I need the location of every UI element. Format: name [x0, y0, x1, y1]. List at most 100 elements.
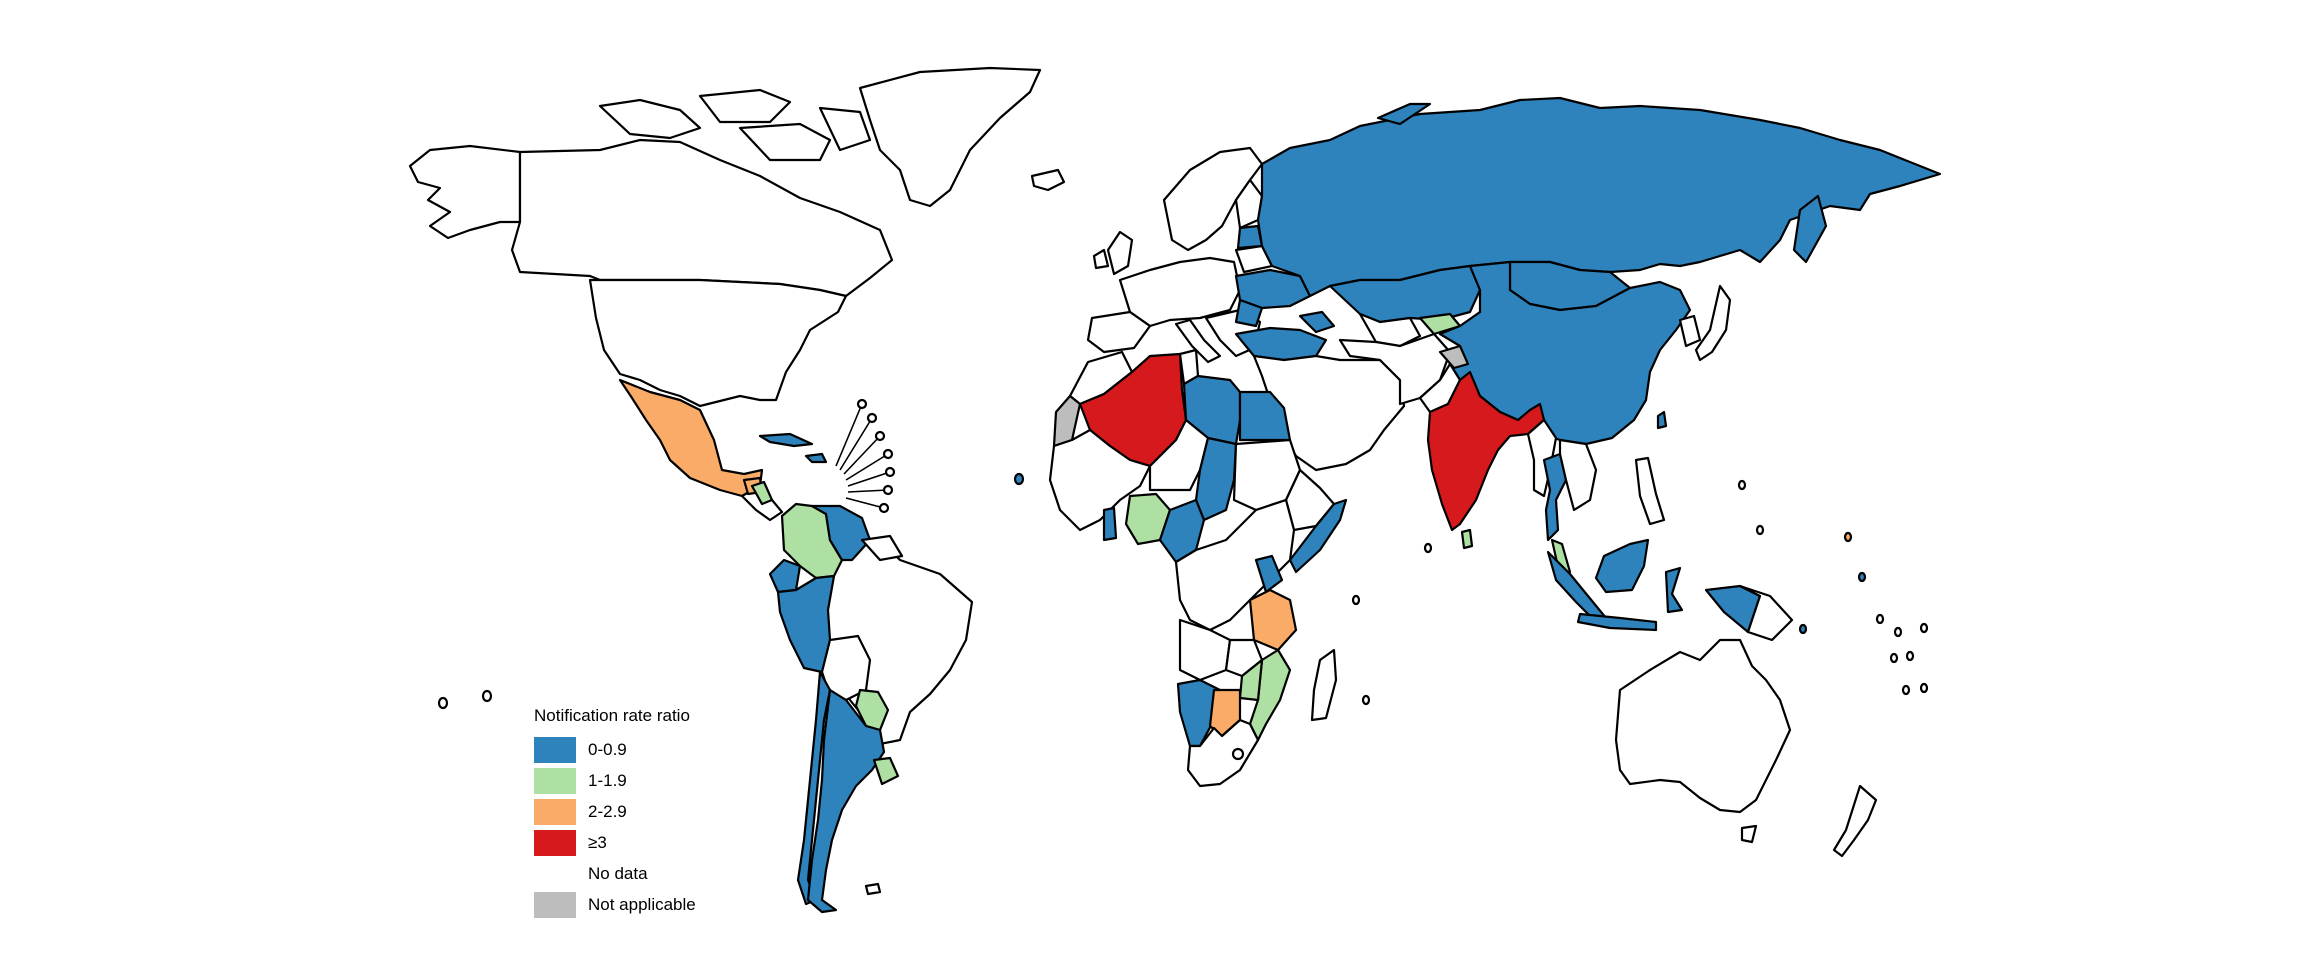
legend-item: No data [534, 858, 696, 889]
region-png [1738, 584, 1794, 642]
asia [1252, 96, 1942, 642]
legend-item: 2-2.9 [534, 796, 696, 827]
region-kenya [1254, 554, 1284, 594]
legend-item: ≥3 [534, 827, 696, 858]
region-kashmir [1438, 344, 1470, 370]
region-italy [1174, 318, 1222, 364]
region-japan [1694, 284, 1732, 362]
region-pacific-isle [1737, 479, 1747, 491]
region-australia [1614, 638, 1792, 814]
region-pacific-isle [1798, 623, 1808, 635]
legend-label: No data [588, 863, 648, 883]
region-myanmar [1526, 418, 1558, 498]
region-pacific-isle [1889, 652, 1899, 664]
region-western-sahara [1052, 394, 1082, 448]
north-america [408, 66, 1066, 522]
legend-swatch [534, 798, 576, 825]
region-ireland [1092, 248, 1110, 270]
region-somalia [1288, 498, 1348, 574]
region-pacific-isle [1755, 524, 1765, 536]
region-panama [750, 480, 774, 506]
legend-swatch [534, 767, 576, 794]
caribbean-callouts [835, 398, 896, 514]
legend-swatch [534, 860, 576, 887]
region-turkey [1234, 326, 1328, 362]
legend-label: ≥3 [588, 832, 607, 852]
region-falklands [864, 882, 882, 896]
region-madagascar [1310, 648, 1338, 722]
region-pacific-isle [1893, 626, 1903, 638]
region-bolivia [820, 634, 872, 702]
region-ecuador [768, 558, 802, 594]
legend-item: 1-1.9 [534, 765, 696, 796]
region-java [1576, 612, 1658, 632]
region-pacific-isle [1423, 542, 1433, 554]
legend-item: 0-0.9 [534, 734, 696, 765]
region-lesotho [1231, 747, 1245, 761]
region-iceland [1030, 168, 1066, 192]
region-seychelles [1351, 594, 1361, 606]
map-legend: Notification rate ratio 0-0.9 1-1.9 2-2.9 ≥… [534, 706, 696, 920]
region-usa [588, 278, 848, 408]
region-sri-lanka [1460, 528, 1474, 550]
region-greenland [858, 66, 1042, 208]
legend-label: 0-0.9 [588, 739, 627, 759]
legend-title: Notification rate ratio [534, 706, 690, 725]
region-kamchatka [1792, 194, 1828, 264]
legend-item: Not applicable [534, 889, 696, 920]
region-cuba [758, 432, 814, 448]
region-namibia [1176, 678, 1222, 748]
region-iberia [1086, 310, 1152, 354]
region-central-africa [1174, 498, 1296, 632]
region-liberia [1102, 506, 1118, 542]
legend-swatch [534, 829, 576, 856]
legend-swatch [534, 891, 576, 918]
legend-label: 2-2.9 [588, 801, 627, 821]
region-novaya-zemlya [1376, 102, 1432, 126]
region-canada [510, 138, 894, 298]
region-pacific-isle [1919, 622, 1929, 634]
region-new-zealand [1832, 784, 1878, 858]
region-pacific-isle [1843, 531, 1853, 543]
region-pacific-isle [1875, 613, 1885, 625]
region-uruguay [872, 756, 900, 786]
legend-swatch [534, 736, 576, 763]
europe [1086, 146, 1336, 364]
region-south-africa [1186, 718, 1260, 788]
region-argentina [806, 688, 886, 914]
region-cape-verde [1013, 472, 1025, 486]
oceania [1423, 479, 1929, 858]
legend-label: Not applicable [588, 894, 696, 914]
region-guianas [860, 534, 904, 562]
region-pacific-isle [1919, 682, 1929, 694]
region-alaska [408, 144, 522, 240]
region-uk [1106, 230, 1134, 276]
region-west-africa [1048, 428, 1152, 532]
region-pacific-isle [481, 689, 493, 703]
region-taiwan [1656, 410, 1668, 430]
region-romania-moldova [1234, 298, 1264, 328]
region-russia [1256, 96, 1942, 298]
region-pacific-isle [1857, 571, 1867, 583]
region-mauritius [1361, 694, 1371, 706]
region-korea [1678, 314, 1702, 348]
region-philippines [1634, 456, 1666, 526]
region-hispaniola [804, 452, 828, 464]
region-tasmania [1740, 824, 1758, 844]
south-america [437, 502, 974, 914]
legend-items: 0-0.9 1-1.9 2-2.9 ≥3 No data Not applicable [534, 734, 696, 920]
legend-label: 1-1.9 [588, 770, 627, 790]
region-venezuela [810, 504, 872, 562]
region-china [1438, 260, 1692, 446]
region-mozambique [1248, 648, 1292, 742]
region-sulawesi [1664, 566, 1684, 614]
region-borneo [1594, 538, 1650, 594]
region-pacific-isle [1905, 650, 1915, 662]
region-indochina [1558, 438, 1598, 512]
region-galapagos [437, 696, 449, 710]
region-arctic-islands [598, 88, 872, 162]
region-sumatra [1546, 550, 1608, 624]
region-angola [1178, 618, 1232, 682]
africa [1013, 348, 1371, 788]
